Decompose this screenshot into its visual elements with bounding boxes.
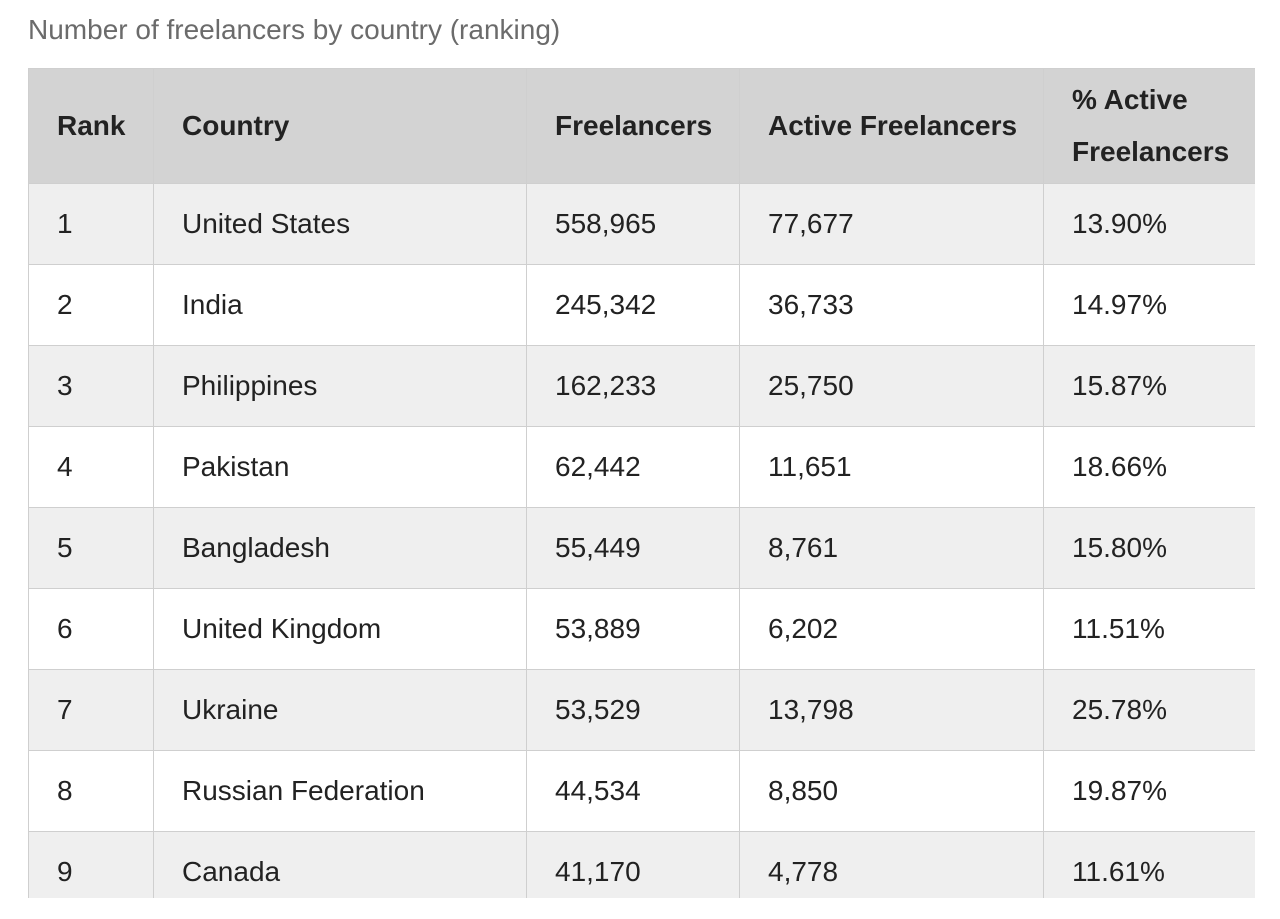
cell-percent-active: 15.80% [1043, 507, 1255, 589]
cell-percent-active: 14.97% [1043, 264, 1255, 346]
cell-percent-active: 15.87% [1043, 345, 1255, 427]
cell-freelancers: 53,529 [526, 669, 740, 751]
cell-country: Bangladesh [153, 507, 527, 589]
header-percent-active: % Active Freelancers [1043, 68, 1255, 184]
cell-percent-active: 18.66% [1043, 426, 1255, 508]
cell-country: Russian Federation [153, 750, 527, 832]
cell-rank: 6 [28, 588, 154, 670]
cell-percent-active: 11.61% [1043, 831, 1255, 898]
cell-country: Philippines [153, 345, 527, 427]
cell-rank: 3 [28, 345, 154, 427]
table-row: 7 Ukraine 53,529 13,798 25.78% [28, 669, 1255, 751]
cell-active-freelancers: 11,651 [739, 426, 1044, 508]
table-body: 1 United States 558,965 77,677 13.90% 2 India 2… [28, 183, 1255, 898]
cell-freelancers: 62,442 [526, 426, 740, 508]
cell-freelancers: 245,342 [526, 264, 740, 346]
table-row: 1 United States 558,965 77,677 13.90% [28, 183, 1255, 265]
cell-percent-active: 19.87% [1043, 750, 1255, 832]
cell-active-freelancers: 36,733 [739, 264, 1044, 346]
header-row: Rank Country Freelancers Active Freelancers… [28, 68, 1255, 184]
header-active-freelancers: Active Freelancers [739, 68, 1044, 184]
cell-active-freelancers: 77,677 [739, 183, 1044, 265]
freelancers-table: Rank Country Freelancers Active Freelancers… [28, 68, 1255, 898]
table-row: 9 Canada 41,170 4,778 11.61% [28, 831, 1255, 898]
cell-percent-active: 11.51% [1043, 588, 1255, 670]
cell-rank: 7 [28, 669, 154, 751]
cell-country: Canada [153, 831, 527, 898]
cell-rank: 1 [28, 183, 154, 265]
cell-freelancers: 558,965 [526, 183, 740, 265]
cell-active-freelancers: 25,750 [739, 345, 1044, 427]
cell-rank: 2 [28, 264, 154, 346]
cell-country: Pakistan [153, 426, 527, 508]
cell-country: United Kingdom [153, 588, 527, 670]
cell-rank: 8 [28, 750, 154, 832]
cell-country: Ukraine [153, 669, 527, 751]
table-row: 8 Russian Federation 44,534 8,850 19.87% [28, 750, 1255, 832]
table-row: 5 Bangladesh 55,449 8,761 15.80% [28, 507, 1255, 589]
cell-active-freelancers: 4,778 [739, 831, 1044, 898]
cell-percent-active: 25.78% [1043, 669, 1255, 751]
table-row: 3 Philippines 162,233 25,750 15.87% [28, 345, 1255, 427]
cell-rank: 4 [28, 426, 154, 508]
header-rank: Rank [28, 68, 154, 184]
cell-rank: 5 [28, 507, 154, 589]
table-header: Rank Country Freelancers Active Freelancers… [28, 68, 1255, 184]
cell-freelancers: 53,889 [526, 588, 740, 670]
cell-freelancers: 55,449 [526, 507, 740, 589]
table-row: 4 Pakistan 62,442 11,651 18.66% [28, 426, 1255, 508]
cell-active-freelancers: 8,761 [739, 507, 1044, 589]
cell-country: United States [153, 183, 527, 265]
cell-active-freelancers: 8,850 [739, 750, 1044, 832]
cell-freelancers: 162,233 [526, 345, 740, 427]
cell-freelancers: 41,170 [526, 831, 740, 898]
table-row: 2 India 245,342 36,733 14.97% [28, 264, 1255, 346]
table-row: 6 United Kingdom 53,889 6,202 11.51% [28, 588, 1255, 670]
cell-freelancers: 44,534 [526, 750, 740, 832]
table-caption: Number of freelancers by country (rankin… [28, 14, 561, 45]
cell-percent-active: 13.90% [1043, 183, 1255, 265]
cell-country: India [153, 264, 527, 346]
header-country: Country [153, 68, 527, 184]
cell-active-freelancers: 13,798 [739, 669, 1044, 751]
cell-active-freelancers: 6,202 [739, 588, 1044, 670]
cell-rank: 9 [28, 831, 154, 898]
freelancers-table-container: Rank Country Freelancers Active Freelancers… [28, 68, 1255, 898]
header-freelancers: Freelancers [526, 68, 740, 184]
